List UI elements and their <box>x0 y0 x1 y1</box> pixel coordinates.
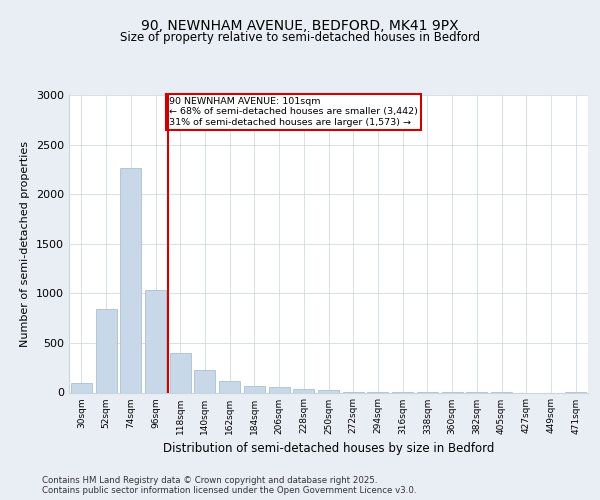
Bar <box>293 388 314 392</box>
Bar <box>71 382 92 392</box>
Text: 90 NEWNHAM AVENUE: 101sqm
← 68% of semi-detached houses are smaller (3,442)
31% : 90 NEWNHAM AVENUE: 101sqm ← 68% of semi-… <box>169 97 418 127</box>
Bar <box>170 353 191 393</box>
Bar <box>95 309 116 392</box>
Y-axis label: Number of semi-detached properties: Number of semi-detached properties <box>20 141 31 347</box>
Bar <box>219 380 240 392</box>
X-axis label: Distribution of semi-detached houses by size in Bedford: Distribution of semi-detached houses by … <box>163 442 494 455</box>
Text: Size of property relative to semi-detached houses in Bedford: Size of property relative to semi-detach… <box>120 31 480 44</box>
Bar <box>145 290 166 392</box>
Bar <box>269 386 290 392</box>
Bar <box>244 386 265 392</box>
Text: 90, NEWNHAM AVENUE, BEDFORD, MK41 9PX: 90, NEWNHAM AVENUE, BEDFORD, MK41 9PX <box>141 19 459 33</box>
Bar <box>318 390 339 392</box>
Bar <box>120 168 141 392</box>
Bar <box>194 370 215 392</box>
Text: Contains public sector information licensed under the Open Government Licence v3: Contains public sector information licen… <box>42 486 416 495</box>
Text: Contains HM Land Registry data © Crown copyright and database right 2025.: Contains HM Land Registry data © Crown c… <box>42 476 377 485</box>
